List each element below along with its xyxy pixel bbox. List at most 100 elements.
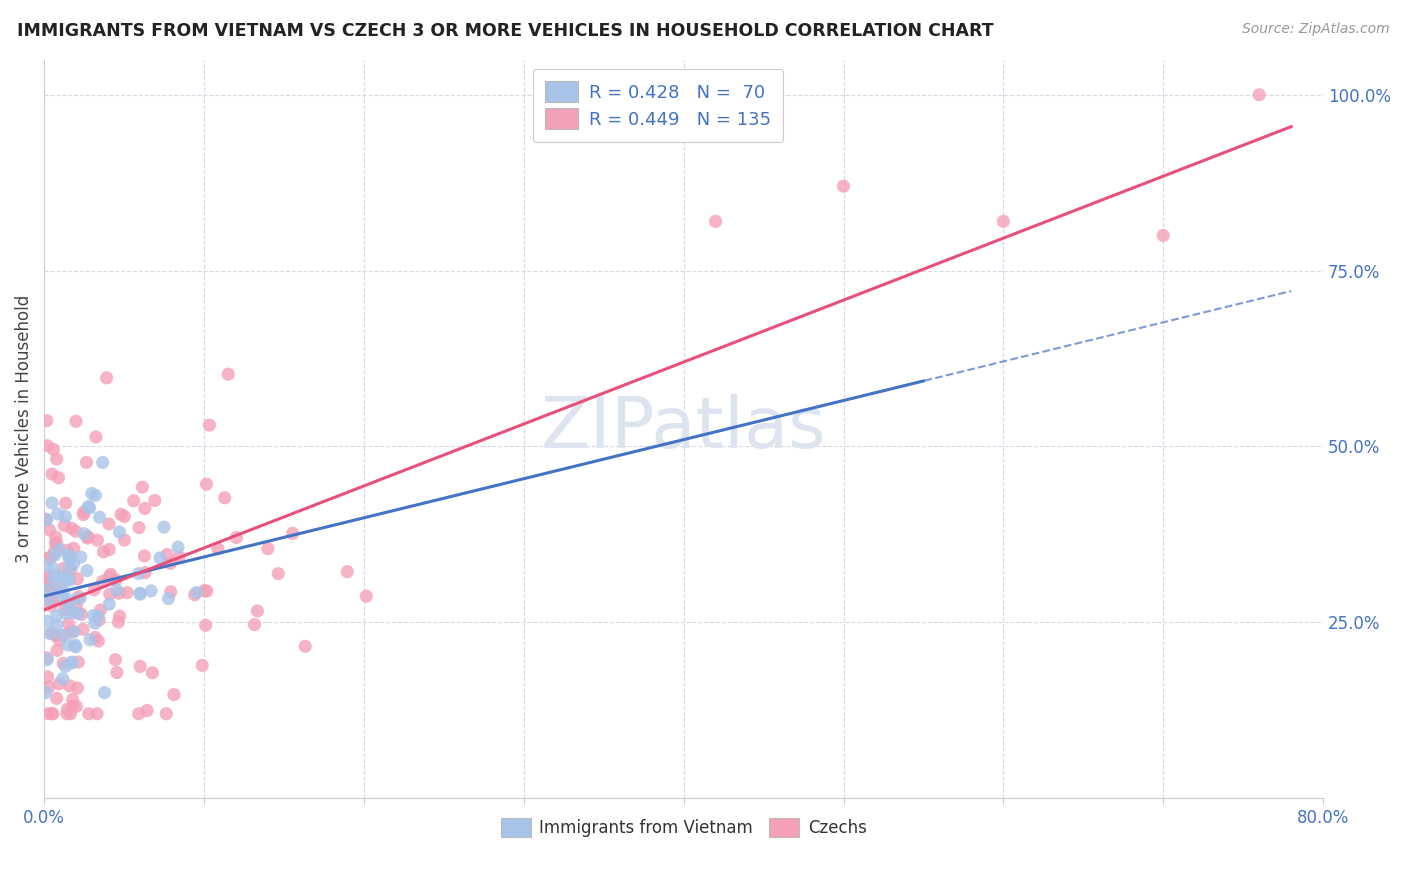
Point bbox=[149, 550, 172, 565]
Point bbox=[79, 500, 101, 515]
Point bbox=[112, 509, 135, 524]
Point bbox=[131, 480, 153, 494]
Point bbox=[41, 706, 63, 721]
Point bbox=[1152, 228, 1174, 243]
Point bbox=[52, 591, 75, 606]
Point bbox=[108, 524, 131, 539]
Point bbox=[45, 691, 67, 706]
Point bbox=[281, 526, 304, 541]
Point bbox=[42, 442, 65, 457]
Point bbox=[129, 587, 152, 601]
Point bbox=[97, 516, 120, 531]
Point bbox=[41, 467, 63, 482]
Point bbox=[122, 493, 145, 508]
Point bbox=[87, 634, 110, 648]
Point bbox=[76, 564, 98, 578]
Point bbox=[42, 706, 65, 721]
Point bbox=[45, 536, 67, 550]
Point bbox=[62, 698, 84, 713]
Point bbox=[186, 585, 208, 599]
Point bbox=[65, 640, 87, 654]
Point bbox=[42, 561, 65, 575]
Point bbox=[198, 418, 221, 433]
Point bbox=[67, 655, 90, 669]
Point bbox=[91, 574, 114, 589]
Point bbox=[59, 593, 82, 607]
Point bbox=[48, 471, 70, 485]
Point bbox=[77, 530, 100, 544]
Point bbox=[42, 574, 65, 588]
Point bbox=[108, 586, 131, 600]
Point bbox=[55, 496, 77, 510]
Point bbox=[62, 624, 84, 639]
Point bbox=[46, 618, 69, 632]
Point bbox=[60, 521, 83, 535]
Point bbox=[46, 643, 69, 657]
Point bbox=[84, 488, 107, 502]
Point bbox=[195, 477, 218, 491]
Point bbox=[354, 589, 377, 603]
Point bbox=[134, 501, 156, 516]
Point bbox=[52, 584, 75, 599]
Point bbox=[37, 578, 59, 592]
Point bbox=[59, 573, 82, 587]
Point bbox=[56, 543, 79, 558]
Point bbox=[58, 679, 80, 693]
Point bbox=[128, 566, 150, 581]
Point bbox=[155, 706, 177, 721]
Point bbox=[89, 510, 111, 524]
Point bbox=[76, 531, 98, 545]
Point bbox=[66, 681, 89, 695]
Point bbox=[37, 592, 59, 607]
Point bbox=[98, 542, 121, 557]
Point bbox=[56, 706, 79, 721]
Point bbox=[62, 557, 84, 571]
Point bbox=[993, 214, 1015, 228]
Point bbox=[62, 541, 84, 556]
Point bbox=[37, 569, 59, 583]
Point bbox=[51, 570, 73, 584]
Point bbox=[207, 541, 229, 556]
Point bbox=[83, 582, 105, 597]
Point bbox=[45, 629, 67, 643]
Point bbox=[38, 550, 60, 565]
Point bbox=[159, 584, 181, 599]
Point bbox=[294, 640, 316, 654]
Point bbox=[77, 500, 100, 514]
Point bbox=[45, 452, 67, 467]
Point bbox=[225, 531, 247, 545]
Point bbox=[35, 512, 58, 526]
Point bbox=[336, 565, 359, 579]
Point bbox=[63, 638, 86, 652]
Point bbox=[37, 706, 59, 721]
Point bbox=[41, 579, 63, 593]
Point bbox=[1249, 87, 1271, 102]
Point bbox=[52, 657, 75, 671]
Point bbox=[96, 371, 118, 385]
Point bbox=[157, 591, 180, 606]
Point bbox=[153, 520, 176, 534]
Point bbox=[62, 692, 84, 706]
Point bbox=[38, 523, 60, 537]
Point bbox=[55, 509, 77, 524]
Text: ZIPatlas: ZIPatlas bbox=[541, 394, 827, 463]
Point bbox=[48, 677, 70, 691]
Point bbox=[37, 670, 59, 684]
Point bbox=[35, 573, 58, 587]
Point bbox=[48, 633, 70, 648]
Point bbox=[105, 665, 128, 680]
Point bbox=[44, 568, 66, 582]
Point bbox=[39, 593, 62, 607]
Point bbox=[59, 562, 82, 576]
Point bbox=[243, 617, 266, 632]
Point bbox=[84, 631, 107, 645]
Point bbox=[46, 507, 69, 521]
Point bbox=[105, 582, 128, 597]
Point bbox=[134, 549, 156, 563]
Point bbox=[193, 583, 215, 598]
Point bbox=[98, 569, 121, 583]
Point bbox=[37, 439, 59, 453]
Point bbox=[49, 582, 72, 596]
Point bbox=[80, 486, 103, 500]
Point bbox=[35, 583, 58, 598]
